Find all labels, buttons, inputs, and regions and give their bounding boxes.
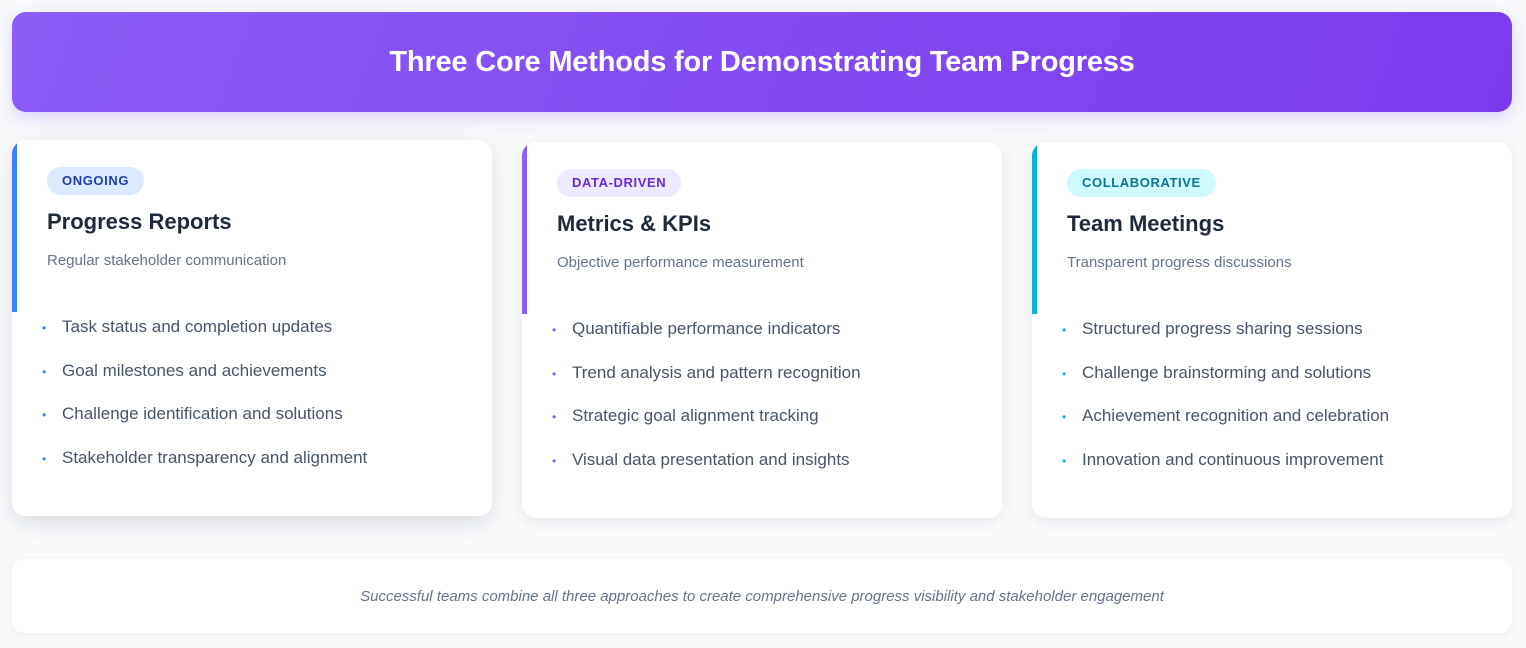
summary-footer: Successful teams combine all three appro… (12, 559, 1512, 633)
list-item: • Challenge brainstorming and solutions (1062, 358, 1389, 402)
bullet-icon: • (1062, 454, 1067, 469)
summary-text: Successful teams combine all three appro… (360, 587, 1164, 605)
list-item-text: Visual data presentation and insights (572, 450, 850, 470)
list-item-text: Challenge identification and solutions (62, 404, 343, 424)
status-badge: ONGOING (47, 167, 145, 195)
list-item: • Quantifiable performance indicators (552, 314, 861, 358)
bullet-icon: • (552, 454, 557, 469)
bullet-icon: • (42, 321, 47, 335)
list-item: • Achievement recognition and celebration (1062, 401, 1389, 445)
list-item-text: Stakeholder transparency and alignment (62, 448, 368, 468)
list-item: • Structured progress sharing sessions (1062, 314, 1389, 358)
list-item-text: Achievement recognition and celebration (1082, 406, 1390, 426)
feature-list: • Task status and completion updates • Goa… (42, 312, 367, 487)
card-title: Metrics & KPIs (557, 211, 712, 236)
feature-list: • Quantifiable performance indicators • Tr… (552, 314, 861, 489)
page-title: Three Core Methods for Demonstrating Tea… (389, 45, 1135, 78)
list-item-text: Task status and completion updates (62, 317, 333, 336)
list-item: • Task status and completion updates (42, 312, 367, 356)
feature-list: • Structured progress sharing sessions • C… (1062, 314, 1389, 489)
bullet-icon: • (552, 323, 557, 337)
list-item: • Visual data presentation and insights (552, 445, 861, 489)
card-title: Team Meetings (1067, 211, 1225, 236)
card-metrics-kpis: DATA-DRIVEN Metrics & KPIs Objective per… (522, 142, 1002, 518)
card-title: Progress Reports (47, 209, 232, 234)
bullet-icon: • (552, 410, 557, 425)
list-item-text: Trend analysis and pattern recognition (572, 362, 861, 382)
list-item-text: Strategic goal alignment tracking (572, 406, 819, 426)
list-item-text: Quantifiable performance indicators (572, 319, 841, 338)
bullet-icon: • (1062, 323, 1067, 337)
bullet-icon: • (42, 408, 47, 423)
list-item: • Challenge identification and solutions (42, 399, 367, 443)
list-item: • Stakeholder transparency and alignment (42, 443, 367, 487)
card-subtitle: Objective performance measurement (557, 254, 804, 271)
card-accent-bar (12, 140, 17, 312)
list-item: • Goal milestones and achievements (42, 356, 367, 400)
status-badge: DATA-DRIVEN (557, 169, 682, 197)
card-accent-bar (1032, 142, 1037, 314)
bullet-icon: • (42, 364, 47, 379)
bullet-icon: • (1062, 366, 1067, 381)
card-accent-bar (522, 142, 527, 314)
list-item: • Innovation and continuous improvement (1062, 445, 1389, 489)
card-subtitle: Transparent progress discussions (1067, 254, 1292, 271)
list-item-text: Goal milestones and achievements (62, 360, 327, 380)
card-team-meetings: COLLABORATIVE Team Meetings Transparent … (1032, 142, 1512, 518)
list-item-text: Innovation and continuous improvement (1082, 450, 1384, 470)
list-item-text: Structured progress sharing sessions (1082, 319, 1363, 338)
bullet-icon: • (552, 366, 557, 381)
list-item: • Strategic goal alignment tracking (552, 401, 861, 445)
page-header: Three Core Methods for Demonstrating Tea… (12, 12, 1512, 112)
list-item: • Trend analysis and pattern recognition (552, 358, 861, 402)
card-progress-reports: ONGOING Progress Reports Regular stakeho… (12, 140, 492, 516)
list-item-text: Challenge brainstorming and solutions (1082, 362, 1372, 382)
bullet-icon: • (42, 452, 47, 467)
bullet-icon: • (1062, 410, 1067, 425)
status-badge: COLLABORATIVE (1067, 169, 1216, 197)
card-subtitle: Regular stakeholder communication (47, 252, 287, 269)
